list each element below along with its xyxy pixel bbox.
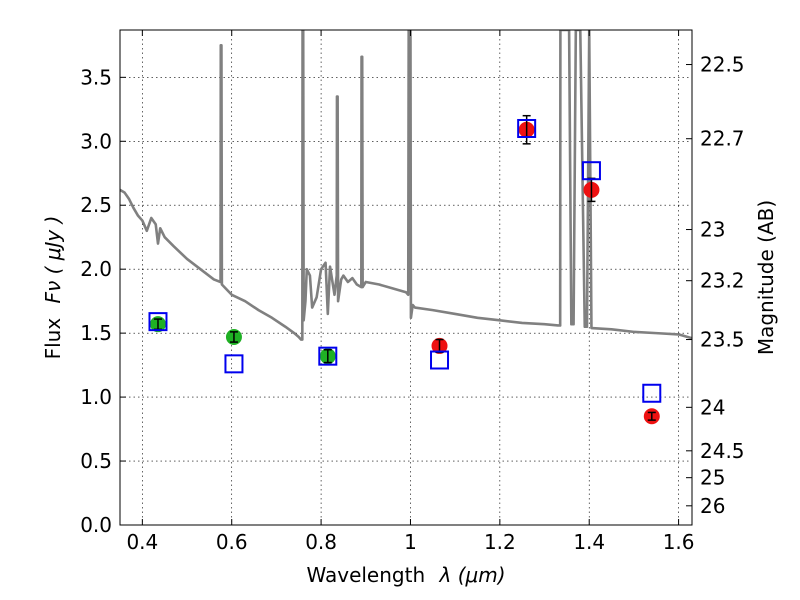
y2-tick-label: 23 [700,218,725,242]
model-point [642,383,662,403]
y2-tick-label: 25 [700,466,725,490]
y-tick-label: 3.0 [80,129,112,153]
x-tick-label: 0.6 [216,530,248,554]
model-point [517,118,537,138]
y2-tick-label: 23.5 [700,328,745,352]
y2-tick-label: 26 [700,494,725,518]
model-point [318,346,338,366]
x-tick-label: 1.4 [573,530,605,554]
y2-tick-label: 23.2 [700,269,745,293]
y-tick-label: 0.5 [80,449,112,473]
plot-frame [119,29,693,526]
y-tick-label: 1.0 [80,385,112,409]
x-tick-label: 1.6 [663,530,695,554]
x-axis-label: Wavelength λ (μm) [306,563,505,587]
model-point [430,350,450,370]
x-tick-label: 0.8 [305,530,337,554]
plot-area [120,30,692,425]
x-tick-label: 1.2 [484,530,516,554]
grid-lines [120,30,692,526]
model-point [148,312,168,332]
y-tick-label: 1.5 [80,321,112,345]
y2-axis-label: Magnitude (AB) [754,200,778,355]
sed-line [120,30,692,341]
y2-tick-label: 22.7 [700,127,745,151]
y-tick-label: 2.0 [80,257,112,281]
x-tick-label: 0.4 [126,530,158,554]
y-axis-label: Flux Fν ( μJy ) [41,216,65,360]
y2-tick-label: 24 [700,395,725,419]
axis-ticks: 0.4 0.6 0.8 1 1.2 1.4 1.6 0.0 0.5 1.0 1.5 2.0 2.5 3.0… [80,30,745,554]
model-point [224,354,244,374]
model-point [581,161,601,181]
y2-tick-label: 24.5 [700,439,745,463]
x-tick-label: 1 [404,530,417,554]
y-tick-label: 3.5 [80,65,112,89]
y-tick-label: 2.5 [80,193,112,217]
y2-tick-label: 22.5 [700,53,745,77]
y-tick-label: 0.0 [80,513,112,537]
